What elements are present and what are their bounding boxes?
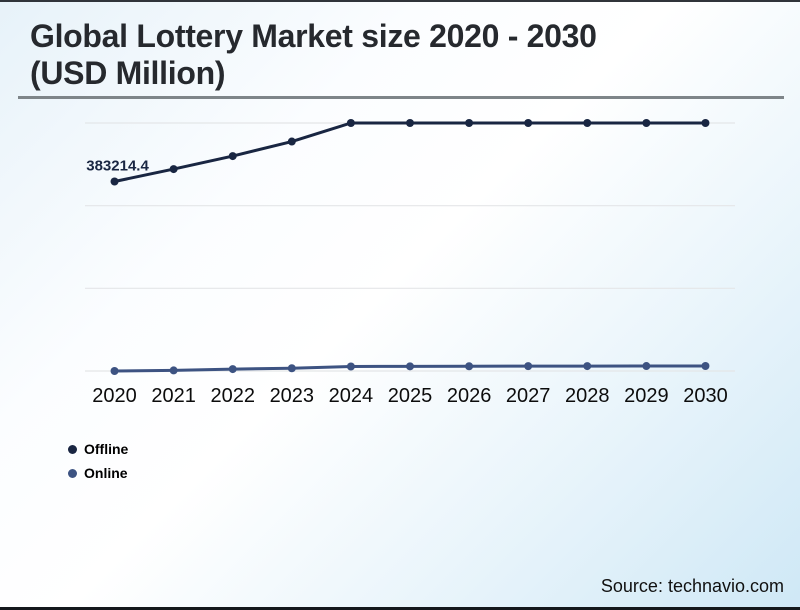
offline-point-2026[interactable]: [465, 119, 474, 127]
offline-point-2028[interactable]: [583, 119, 592, 127]
legend-item-offline[interactable]: Offline: [68, 437, 128, 461]
offline-point-2030[interactable]: [701, 119, 710, 127]
online-point-2028[interactable]: [583, 362, 592, 371]
online-point-2030[interactable]: [701, 361, 710, 370]
online-point-2021[interactable]: [169, 366, 178, 375]
x-axis-label-2030: 2030: [683, 385, 728, 407]
online-point-2020[interactable]: [110, 367, 119, 375]
x-axis-label-2023: 2023: [270, 385, 315, 407]
offline-series-line: [114, 121, 706, 183]
page-title-line1: Global Lottery Market size 2020 - 2030: [30, 18, 597, 54]
offline-point-2021[interactable]: [169, 165, 178, 174]
online-point-2027[interactable]: [524, 362, 533, 371]
online-point-2029[interactable]: [642, 362, 651, 371]
x-axis-label-2022: 2022: [210, 385, 255, 407]
x-axis-label-2027: 2027: [506, 385, 551, 407]
offline-point-2025[interactable]: [406, 119, 414, 127]
page-title: Global Lottery Market size 2020 - 2030 (…: [30, 18, 730, 92]
legend-label-online: Online: [84, 465, 128, 481]
line-chart: 383214.4 2020 2021 2022 2023 2024 2025 2026 2027…: [85, 119, 735, 407]
online-point-2024[interactable]: [346, 362, 355, 371]
x-axis-label-2021: 2021: [151, 385, 196, 407]
online-point-2026[interactable]: [465, 362, 474, 371]
x-axis-label-2028: 2028: [565, 385, 610, 407]
x-axis-label-2025: 2025: [388, 385, 433, 407]
online-point-2022[interactable]: [228, 365, 237, 374]
offline-point-2024[interactable]: [346, 119, 355, 127]
legend-item-online[interactable]: Online: [68, 461, 128, 485]
x-axis-label-2020: 2020: [92, 385, 137, 407]
offline-series-dot-icon: [68, 444, 77, 454]
offline-point-2023[interactable]: [287, 137, 296, 146]
legend-label-offline: Offline: [84, 441, 129, 457]
online-series-dot-icon: [68, 468, 77, 478]
x-axis-label-2029: 2029: [624, 385, 669, 407]
offline-point-2029[interactable]: [642, 119, 651, 127]
x-axis-label-2024: 2024: [329, 385, 374, 407]
offline-point-2027[interactable]: [524, 119, 533, 127]
online-point-2025[interactable]: [406, 362, 414, 371]
offline-point-2020[interactable]: [110, 177, 119, 186]
page-title-line2: (USD Million): [30, 55, 226, 91]
offline-data-label: 383214.4: [86, 158, 149, 175]
online-point-2023[interactable]: [287, 364, 296, 373]
legend: Offline Online: [68, 437, 128, 485]
x-axis-label-2026: 2026: [447, 385, 492, 407]
title-separator: [18, 96, 784, 99]
source-attribution: Source: technavio.com: [600, 576, 784, 596]
offline-point-2022[interactable]: [228, 152, 237, 161]
